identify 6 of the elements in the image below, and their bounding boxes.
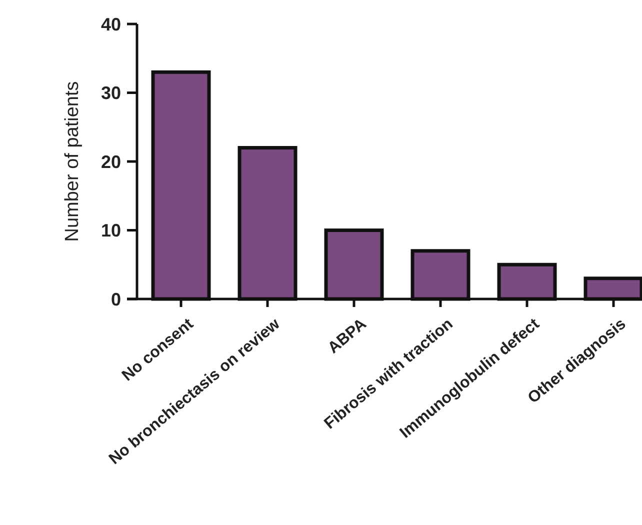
y-tick-label: 0 [110, 289, 121, 310]
y-tick-label: 20 [100, 152, 121, 172]
y-axis-title: Number of patients [62, 81, 83, 242]
y-tick-label: 30 [100, 83, 121, 104]
y-tick-label: 10 [100, 220, 121, 241]
y-tick-label: 40 [100, 14, 121, 34]
